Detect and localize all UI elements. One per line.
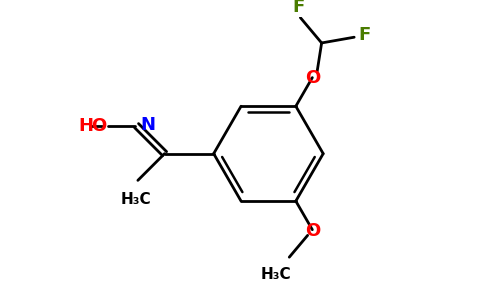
- Text: H₃C: H₃C: [261, 267, 291, 282]
- Text: O: O: [305, 222, 320, 240]
- Text: O: O: [305, 69, 320, 87]
- Text: F: F: [292, 0, 304, 16]
- Text: N: N: [140, 116, 155, 134]
- Text: H₃C: H₃C: [121, 192, 151, 207]
- Text: F: F: [359, 26, 371, 44]
- Text: O: O: [91, 117, 106, 135]
- Text: H: H: [78, 117, 93, 135]
